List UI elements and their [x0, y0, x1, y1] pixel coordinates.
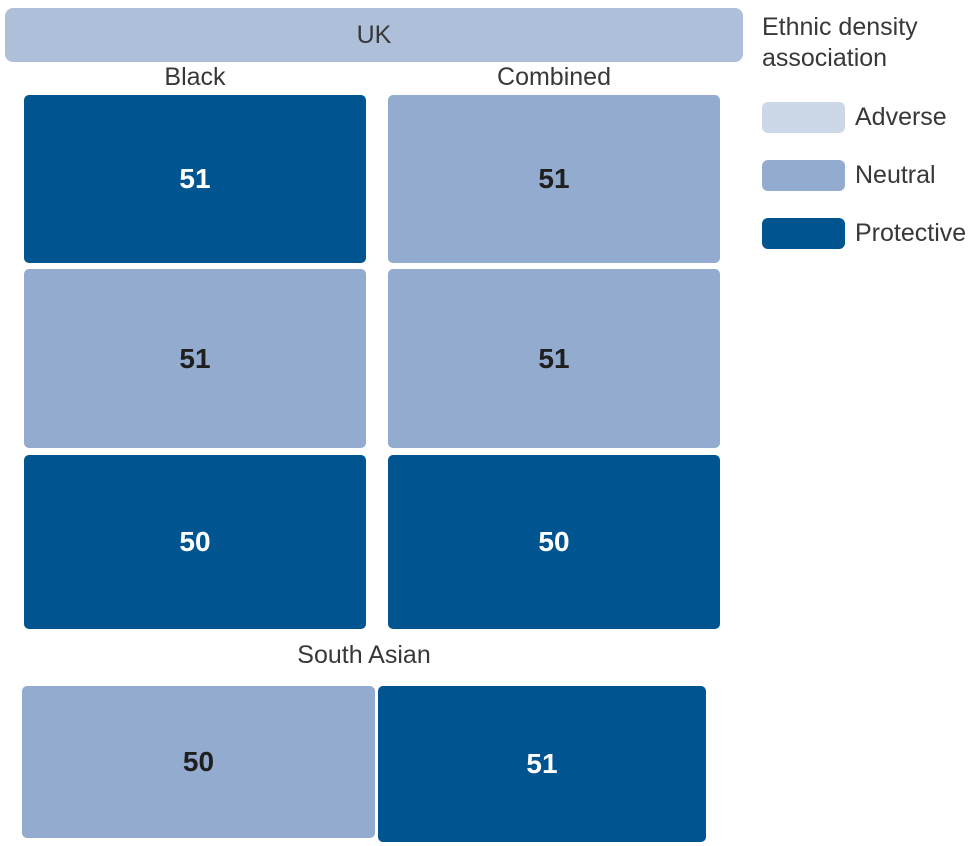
legend-item-protective: Protective	[762, 218, 979, 249]
legend-item-neutral: Neutral	[762, 160, 979, 191]
column-label-combined: Combined	[497, 62, 611, 91]
tile-value: 50	[182, 746, 215, 777]
legend-title: Ethnic density association	[762, 12, 979, 74]
uk-black-tile-1: 51	[24, 95, 366, 263]
legend-label-protective: Protective	[855, 219, 967, 247]
adverse-swatch	[762, 102, 845, 133]
legend: Ethnic density association Adverse Neutr…	[762, 12, 979, 249]
uk-combined-tile-2: 51	[388, 269, 720, 448]
south-asian-tile-2: 51	[378, 686, 706, 842]
column-label-black: Black	[164, 62, 226, 91]
group-label-south-asian: South Asian	[297, 640, 431, 669]
tile-value: 51	[538, 342, 570, 374]
neutral-swatch	[762, 160, 845, 191]
tile-value: 51	[179, 342, 211, 374]
tile-value: 50	[538, 526, 570, 557]
south-asian-tile-1: 50	[22, 686, 375, 838]
uk-black-tile-2: 51	[24, 269, 366, 448]
legend-title-line2: association	[762, 44, 888, 72]
legend-item-adverse: Adverse	[762, 102, 979, 133]
uk-group-label: UK	[356, 20, 392, 49]
tile-value: 51	[526, 748, 558, 779]
uk-black-tile-3: 50	[24, 455, 366, 629]
uk-combined-tile-1: 51	[388, 95, 720, 263]
tile-value: 51	[538, 163, 570, 194]
protective-swatch	[762, 218, 845, 249]
legend-title-line1: Ethnic density	[762, 13, 918, 41]
uk-combined-tile-3: 50	[388, 455, 720, 629]
tile-value: 51	[179, 163, 211, 194]
tile-value: 50	[179, 526, 211, 557]
uk-group-header: UK	[5, 8, 743, 62]
legend-label-adverse: Adverse	[855, 103, 947, 131]
legend-label-neutral: Neutral	[855, 161, 936, 189]
